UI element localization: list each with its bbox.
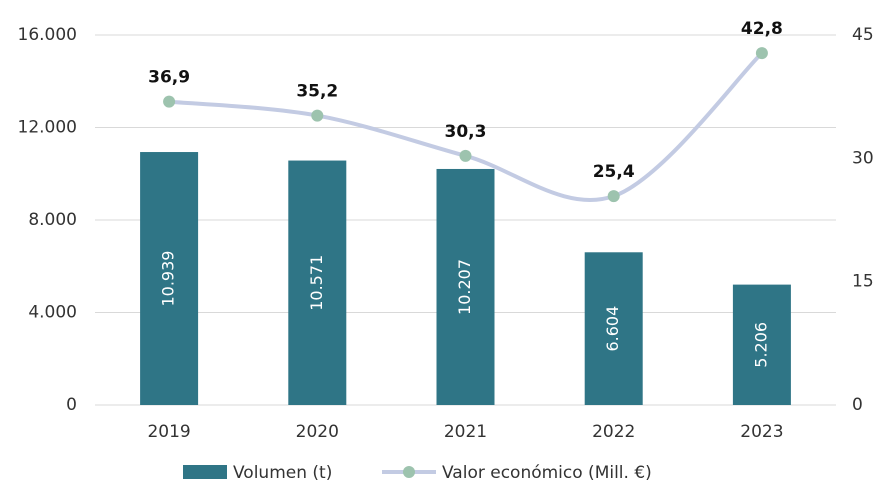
y2-tick-label: 30 [852,148,874,168]
bar-value-label: 10.207 [455,259,474,315]
y2-tick-label: 0 [852,395,863,415]
line-marker [311,109,324,122]
y-tick-label: 12.000 [18,118,77,138]
line-value-label: 42,8 [741,19,783,39]
legend-swatch [183,465,227,479]
x-tick-label: 2020 [296,422,339,442]
bar-value-label: 10.939 [159,251,178,307]
line-value-label: 25,4 [593,162,635,182]
x-tick-label: 2022 [592,422,635,442]
y-tick-label: 16.000 [18,25,77,45]
line-marker [163,95,176,108]
bar [584,252,643,405]
x-tick-label: 2021 [444,422,487,442]
y-tick-label: 4.000 [28,303,77,323]
line-marker [755,47,768,60]
line-marker [459,149,472,162]
legend-label: Valor económico (Mill. €) [442,463,652,483]
bar [288,160,347,405]
line-value-label: 30,3 [445,122,487,142]
bar-value-label: 10.571 [307,255,326,311]
bar [732,284,791,405]
legend-swatch [403,466,415,478]
bar [436,168,495,405]
line-value-label: 36,9 [148,68,190,88]
y2-tick-label: 15 [852,272,874,292]
y-tick-label: 8.000 [28,210,77,230]
legend-label: Volumen (t) [233,463,332,483]
bar [140,152,199,405]
x-tick-label: 2019 [147,422,190,442]
y2-tick-label: 45 [852,25,874,45]
bar-value-label: 5.206 [751,322,770,368]
line-marker [607,190,620,203]
x-tick-label: 2023 [740,422,783,442]
y-tick-label: 0 [66,395,77,415]
line-value-label: 35,2 [296,82,338,102]
bar-value-label: 6.604 [603,306,622,352]
